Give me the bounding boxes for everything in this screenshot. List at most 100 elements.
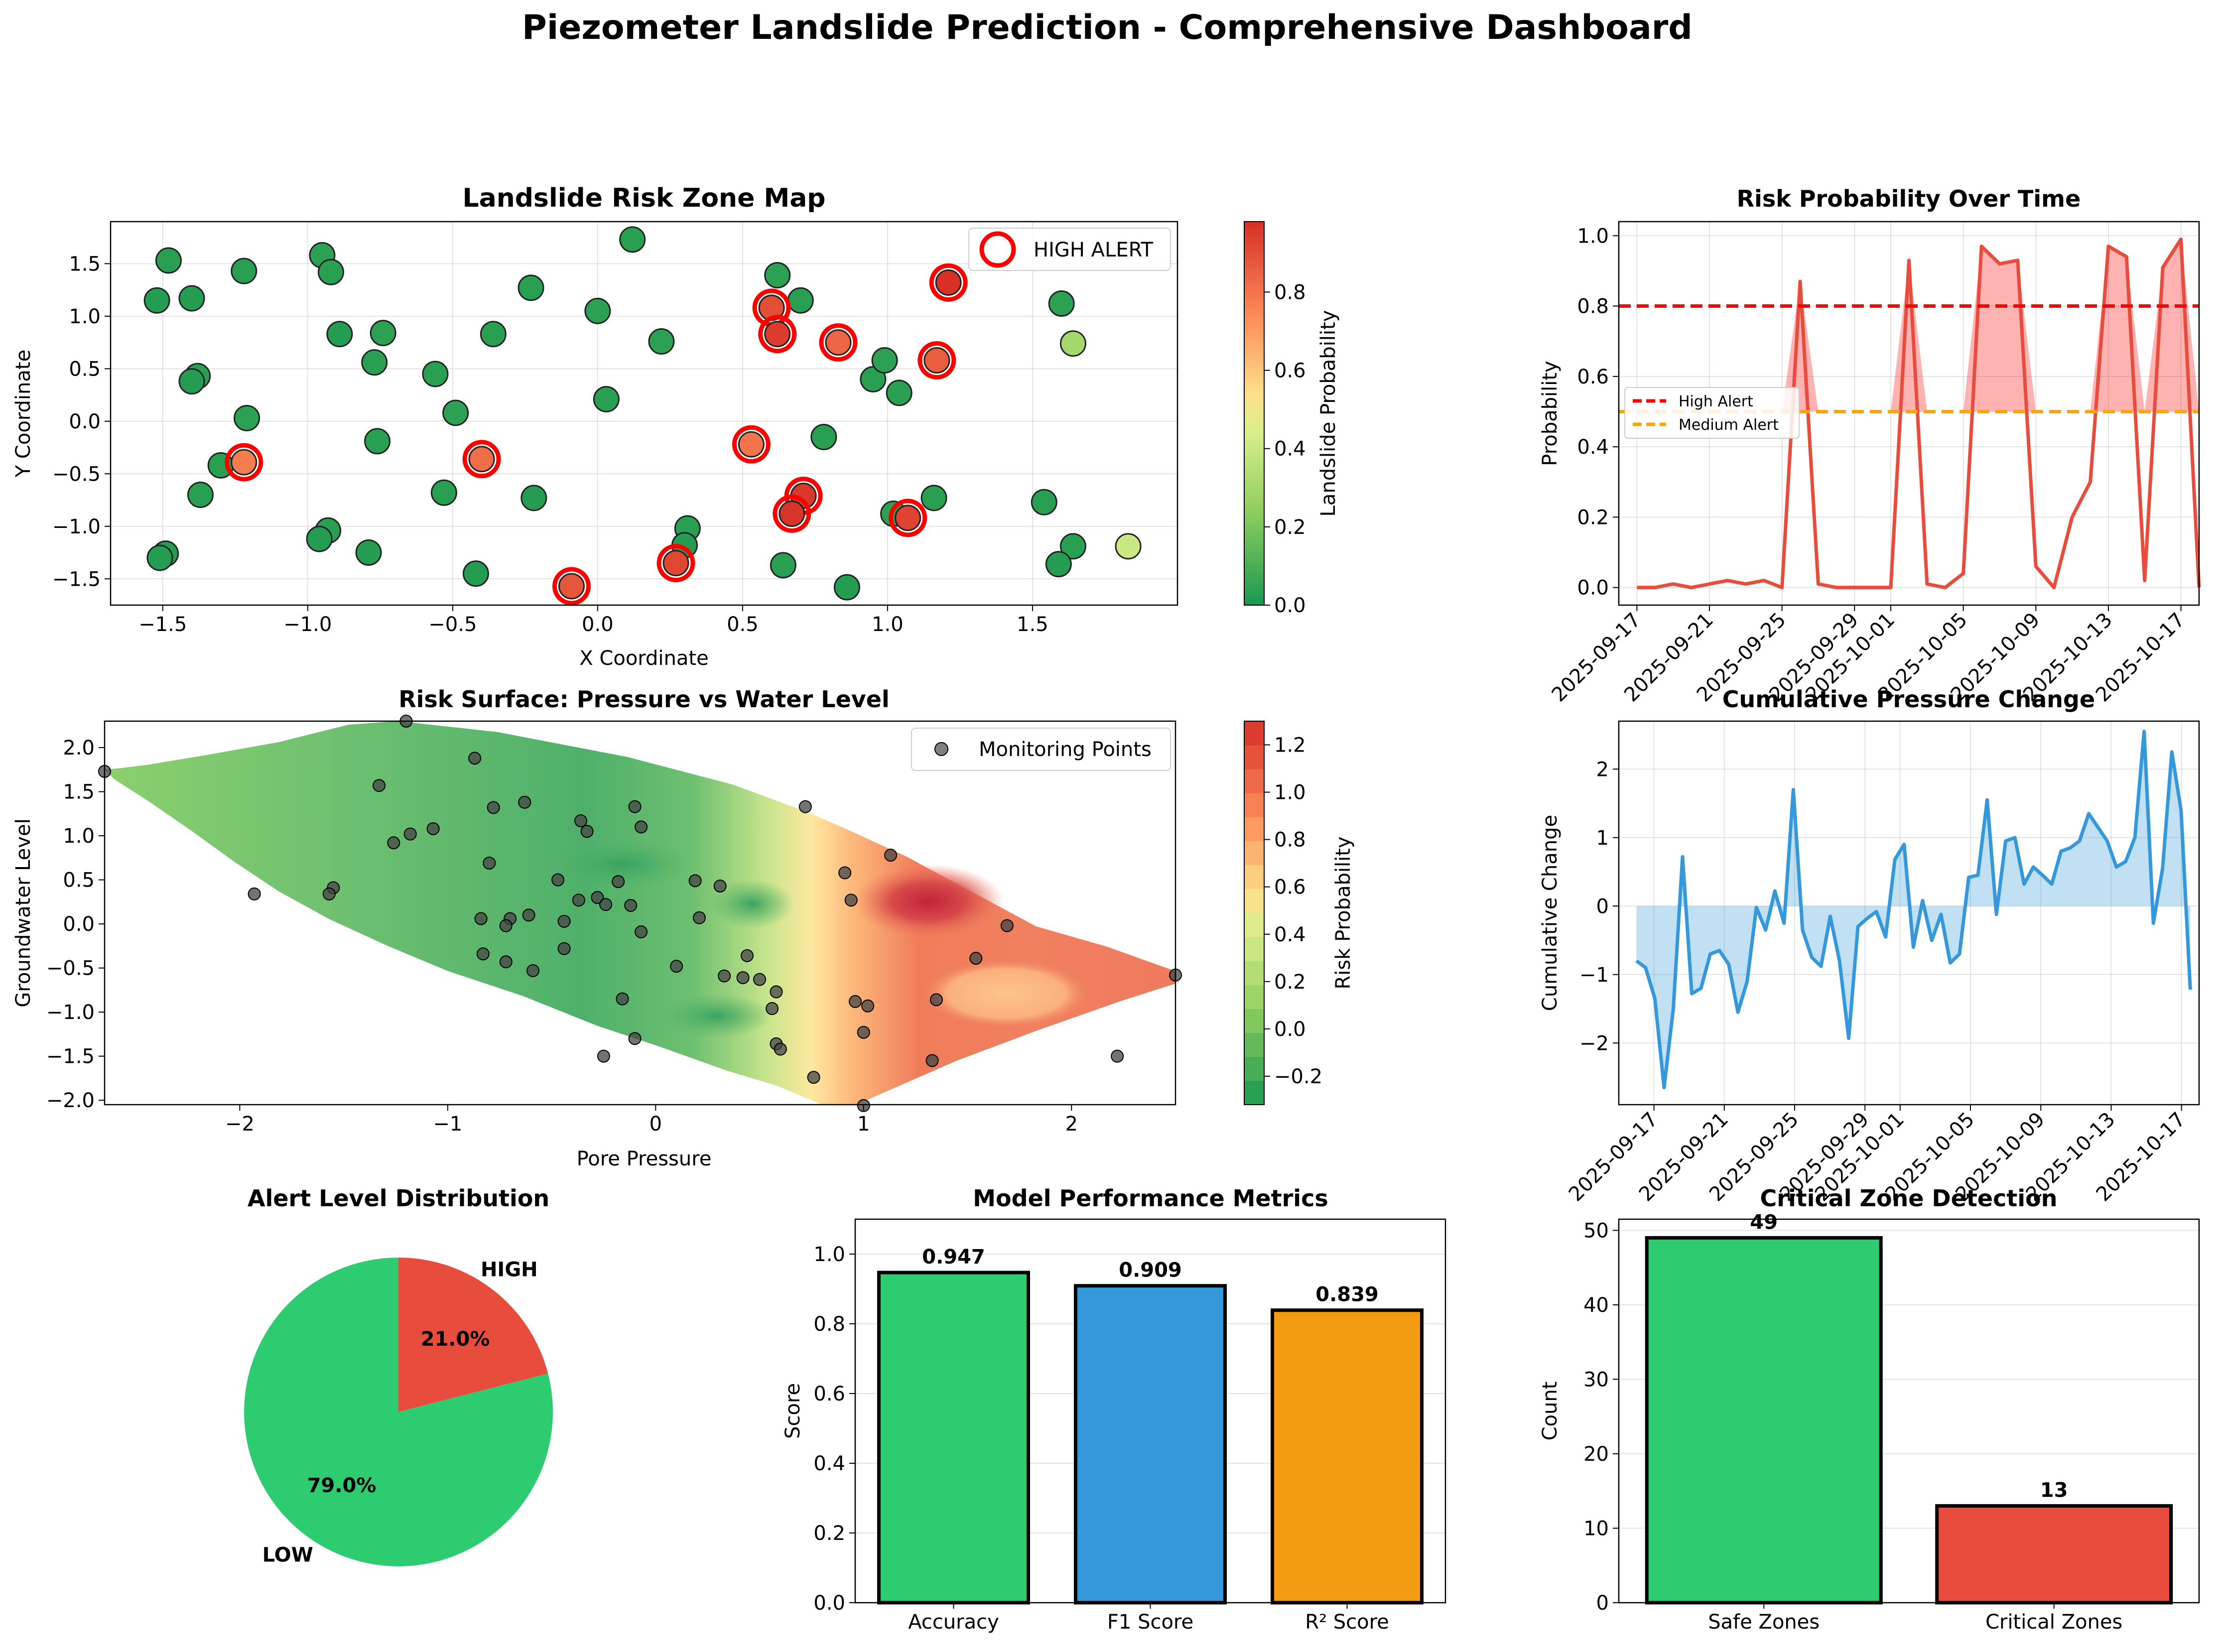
risk-point xyxy=(648,328,675,355)
monitoring-point xyxy=(736,971,750,985)
surface-points xyxy=(98,715,1182,1112)
risk-point xyxy=(770,552,796,579)
surface-x-label: Pore Pressure xyxy=(577,1147,712,1170)
monitoring-point xyxy=(718,969,731,983)
surf-cbar-tick-label: 0.2 xyxy=(1274,971,1306,994)
monitoring-point xyxy=(322,887,336,900)
monitoring-point xyxy=(1111,1049,1124,1063)
risk-point xyxy=(178,368,205,395)
perf-bars-y-tick-label: 1.0 xyxy=(813,1243,845,1266)
risk-y-axis: 0.0 0.2 0.4 0.6 0.8 1.0 xyxy=(1577,225,1619,600)
category-label: R² Score xyxy=(1305,1611,1389,1634)
colorbar-level xyxy=(1244,769,1264,793)
cum-title: Cumulative Pressure Change xyxy=(1722,686,2095,713)
high-alert-ring xyxy=(889,499,927,537)
risk-point xyxy=(593,386,620,413)
risk-point xyxy=(361,349,388,376)
cum-y-tick-label: 1 xyxy=(1596,827,1609,850)
high-alert-ring xyxy=(732,425,771,464)
surf-y-tick-label: −0.5 xyxy=(46,957,95,980)
risk-legend-medium: Medium Alert xyxy=(1679,416,1779,434)
map-grid xyxy=(111,222,1177,605)
high-alert-ring xyxy=(773,494,811,533)
monitoring-point xyxy=(628,800,642,813)
map-cbar-tick-label: 0.4 xyxy=(1274,438,1306,461)
colorbar-level xyxy=(1244,985,1264,1009)
bar-value-label: 0.839 xyxy=(1315,1283,1379,1306)
monitoring-point xyxy=(591,891,604,904)
risk-surface-hotspot xyxy=(854,864,1004,939)
colorbar-level xyxy=(1244,1009,1264,1033)
monitoring-point xyxy=(741,949,754,962)
risk-line xyxy=(1637,237,2201,590)
risk-y-tick-label: 0.4 xyxy=(1577,436,1609,459)
risk-point xyxy=(1059,330,1086,357)
surf-x-tick-label: 2 xyxy=(1065,1113,1078,1136)
colorbar-level xyxy=(1244,745,1264,769)
risk-point xyxy=(146,544,173,571)
surface-colorbar: −0.2 0.0 0.2 0.4 0.6 0.8 1.0 1.2 Risk Probabili… xyxy=(1244,721,1355,1105)
cumulative-pressure-panel: 2025-09-172025-09-212025-09-252025-09-29… xyxy=(1539,686,2200,1206)
monitoring-point xyxy=(628,1032,642,1045)
colorbar-level xyxy=(1244,841,1264,866)
map-colorbar: 0.0 0.2 0.4 0.6 0.8 Landslide Probability xyxy=(1244,221,1340,617)
map-x-tick-label: 1.5 xyxy=(1017,613,1048,636)
map-x-label: X Coordinate xyxy=(579,647,708,670)
colorbar-level xyxy=(1244,865,1264,890)
high-risk-point xyxy=(764,321,791,348)
risk-surface-area xyxy=(105,721,1175,1105)
monitoring-point xyxy=(557,914,571,928)
risk-point xyxy=(422,361,449,387)
alert-distribution-panel: Alert Level Distribution 21.0% HIGH 79.0% L… xyxy=(244,1185,553,1567)
high-risk-point xyxy=(468,446,495,473)
monitoring-point xyxy=(597,1049,610,1063)
high-alert-ring xyxy=(819,323,858,362)
surface-legend: Monitoring Points xyxy=(911,728,1171,771)
crit-y-axis: 0 10 20 30 40 50 xyxy=(1583,1219,1619,1615)
monitoring-point xyxy=(635,925,648,939)
risk-point xyxy=(521,485,547,511)
category-label: Critical Zones xyxy=(1985,1611,2122,1634)
risk-zone-map-panel: −1.5 −1.0 −0.5 0.0 0.5 1.0 1.5 −1.5 −1.0 −0.5 0.0… xyxy=(12,183,1340,670)
monitoring-point xyxy=(753,973,767,986)
monitoring-point xyxy=(387,836,400,850)
crit-bars-y-tick-label: 50 xyxy=(1583,1219,1609,1242)
risk-point xyxy=(462,560,489,587)
crit-bars-y-tick-label: 30 xyxy=(1583,1368,1609,1391)
monitoring-point xyxy=(929,993,943,1007)
surface-colorbar-levels xyxy=(1244,721,1264,1105)
risk-y-label: Probability xyxy=(1539,361,1562,466)
high-risk-point xyxy=(825,329,852,356)
cum-line xyxy=(1635,730,2192,1090)
surf-y-tick-label: 2.0 xyxy=(63,737,95,760)
surface-x-axis: −2 −1 0 1 2 xyxy=(225,1105,1078,1136)
map-y-tick-label: 0.0 xyxy=(69,410,101,433)
monitoring-point xyxy=(522,908,535,922)
colorbar-level xyxy=(1244,889,1264,913)
risk-point xyxy=(187,481,214,508)
monitoring-point xyxy=(487,801,500,814)
bar-value-label: 13 xyxy=(2040,1479,2068,1502)
map-y-tick-label: −1.5 xyxy=(52,568,101,591)
surf-y-tick-label: −1.0 xyxy=(46,1001,95,1024)
map-y-label: Y Coordinate xyxy=(12,350,35,478)
crit-bars-y-tick-label: 10 xyxy=(1583,1517,1609,1540)
perf-bars-y-tick-label: 0.2 xyxy=(813,1522,845,1545)
surface-colorbar-ticks: −0.2 0.0 0.2 0.4 0.6 0.8 1.0 1.2 xyxy=(1264,734,1322,1088)
risk-point xyxy=(178,285,205,312)
map-x-tick-label: 0.5 xyxy=(727,613,759,636)
monitoring-point xyxy=(248,887,261,900)
monitoring-point xyxy=(925,1054,939,1067)
risk-legend: High Alert Medium Alert xyxy=(1624,387,1800,439)
surf-y-tick-label: 1.0 xyxy=(63,825,95,848)
surf-y-tick-label: 0.0 xyxy=(63,913,95,936)
pie-pct-label: 79.0% xyxy=(307,1474,377,1497)
high-alert-ring xyxy=(552,567,591,605)
monitoring-point xyxy=(770,985,783,999)
surf-cbar-tick-label: 1.2 xyxy=(1274,734,1306,757)
high-alert-ring xyxy=(929,263,968,302)
map-x-tick-label: 1.0 xyxy=(872,613,904,636)
surface-title: Risk Surface: Pressure vs Water Level xyxy=(398,686,890,713)
monitoring-point xyxy=(526,964,539,977)
